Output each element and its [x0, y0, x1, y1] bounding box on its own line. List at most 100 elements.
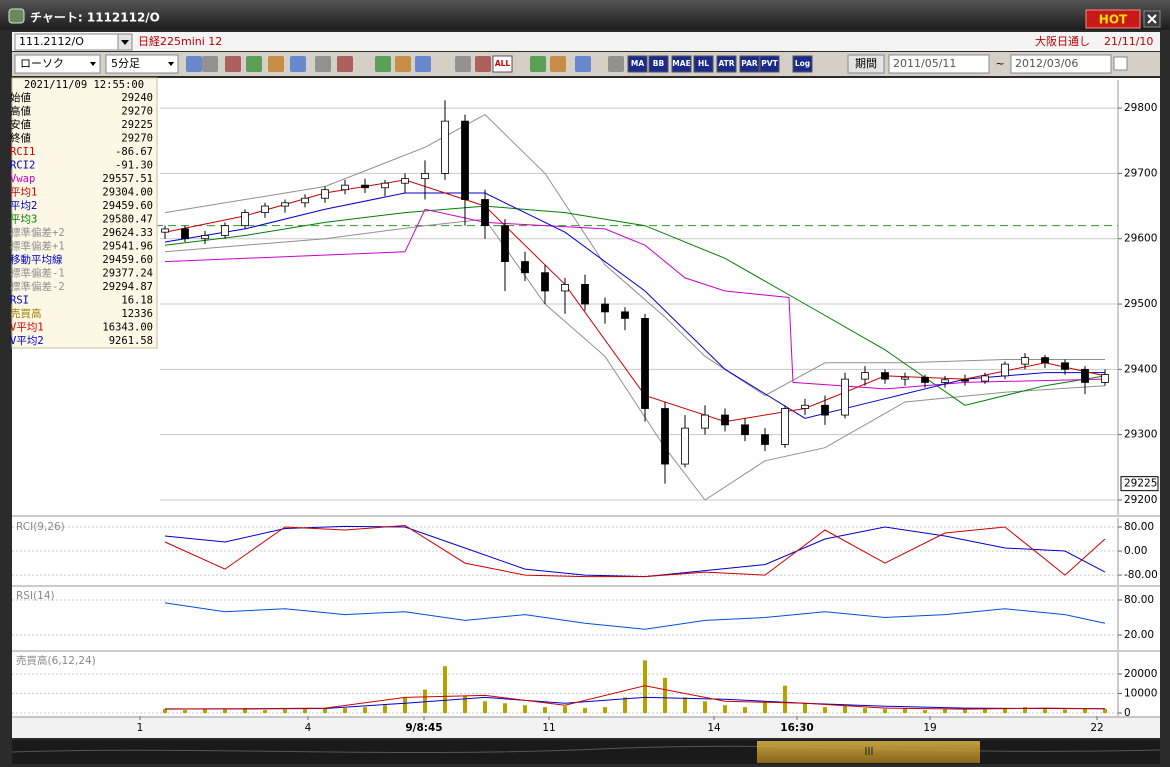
candle-body — [261, 205, 269, 213]
tool-icon[interactable] — [415, 56, 431, 72]
candle-body — [381, 182, 389, 189]
x-tick-label: 1 — [137, 722, 144, 734]
tool-icon[interactable] — [375, 56, 391, 72]
hot-button[interactable] — [1085, 9, 1141, 29]
info-label: 標準偏差+2 — [10, 226, 65, 239]
info-value: 29459.60 — [102, 200, 153, 212]
tool-icon[interactable] — [550, 56, 566, 72]
chart-style: ローソク — [20, 57, 64, 70]
tool-icon[interactable] — [225, 56, 241, 72]
candle-body — [801, 404, 809, 409]
period-button[interactable] — [847, 54, 885, 74]
start-date-box[interactable] — [888, 54, 990, 74]
dropdown-arrow — [90, 62, 96, 66]
info-label: 始値 — [10, 91, 31, 104]
tool-button[interactable] — [792, 55, 813, 73]
candle-body — [761, 434, 769, 445]
tool-label: Log — [795, 59, 810, 68]
tool-icon[interactable] — [530, 56, 546, 72]
tool-icon[interactable] — [202, 56, 218, 72]
info-label: RCI1 — [10, 146, 35, 158]
info-value: 16343.00 — [102, 322, 153, 334]
tool-button[interactable] — [716, 55, 737, 73]
tool-label: ATR — [718, 59, 734, 68]
info-value: 29541.96 — [102, 241, 153, 253]
candle-body — [821, 404, 829, 416]
y-tick-label: 29500 — [1124, 298, 1157, 310]
y-tick-label: 29200 — [1124, 494, 1157, 506]
tool-icon[interactable] — [455, 56, 471, 72]
y-tick-label: 10000 — [1124, 687, 1157, 699]
candle-body — [181, 228, 189, 240]
chart-area — [12, 78, 1160, 738]
x-tick-label: 22 — [1090, 722, 1103, 734]
candle-body — [661, 408, 669, 465]
volume-bar — [1063, 709, 1067, 713]
volume-bar — [643, 660, 647, 713]
tool-button[interactable] — [739, 55, 760, 73]
tool-button[interactable] — [627, 55, 648, 73]
tool-icon[interactable] — [246, 56, 262, 72]
volume-bar — [923, 710, 927, 713]
volume-bar — [323, 708, 327, 713]
info-value: 29377.24 — [102, 268, 153, 280]
tool-button[interactable] — [693, 55, 714, 73]
header-bar — [12, 32, 1160, 51]
candle-body — [901, 376, 909, 380]
candle-body — [221, 225, 229, 236]
volume-bar — [603, 707, 607, 713]
candle-body — [701, 414, 709, 429]
close-icon — [1147, 14, 1157, 24]
volume-bar — [303, 709, 307, 713]
volume-bar — [1083, 708, 1087, 713]
candle-body — [581, 284, 589, 305]
info-value: 29459.60 — [102, 254, 153, 266]
start-date: 2011/05/11 — [893, 57, 956, 70]
tool-icon[interactable] — [290, 56, 306, 72]
tool-button[interactable] — [648, 55, 669, 73]
volume-bar — [963, 709, 967, 713]
x-tick-label: 11 — [542, 722, 555, 734]
scrollbar[interactable] — [12, 740, 1160, 764]
candle-body — [861, 372, 869, 380]
tool-button[interactable] — [759, 55, 780, 73]
style-select[interactable] — [14, 54, 101, 74]
info-label: RSI — [10, 295, 29, 307]
volume-bar — [523, 705, 527, 713]
volume-bar — [1043, 709, 1047, 713]
volume-bar — [263, 710, 267, 713]
period-checkbox[interactable] — [1113, 56, 1128, 71]
y-tick-label: 29800 — [1124, 102, 1157, 114]
tool-icon[interactable] — [186, 56, 202, 72]
tool-icon[interactable] — [475, 56, 491, 72]
tool-icon[interactable] — [608, 56, 624, 72]
y-tick-label: 0.00 — [1124, 545, 1147, 557]
info-label: Vwap — [10, 173, 35, 185]
volume-bar — [863, 708, 867, 713]
info-label: RCI2 — [10, 160, 35, 172]
candle-body — [241, 212, 249, 227]
date: 21/11/10 — [1104, 35, 1153, 48]
period-separator: ~ — [995, 57, 1004, 70]
tool-button[interactable] — [671, 55, 692, 73]
volume-bar — [383, 705, 387, 713]
volume-bar — [243, 708, 247, 713]
interval: 5分足 — [111, 57, 140, 70]
tool-icon[interactable] — [337, 56, 353, 72]
x-tick-label: 14 — [707, 722, 721, 734]
candle-body — [981, 375, 989, 382]
tool-icon[interactable] — [268, 56, 284, 72]
tool-icon[interactable] — [315, 56, 331, 72]
candle-body — [681, 427, 689, 465]
end-date-box[interactable] — [1010, 54, 1112, 74]
tool-button[interactable] — [492, 55, 513, 73]
interval-select[interactable] — [105, 54, 179, 74]
tool-icon[interactable] — [575, 56, 591, 72]
info-rows: 始値 29240 高値 29270 安値 29225 終値 29270 RCI1 -86.67 RC… — [10, 91, 153, 347]
x-axis-area — [12, 716, 1160, 738]
indicator-line — [164, 205, 1106, 406]
volume-bar — [763, 701, 767, 713]
tool-icon[interactable] — [395, 56, 411, 72]
volume-bar — [663, 677, 667, 713]
candle-body — [161, 228, 169, 233]
